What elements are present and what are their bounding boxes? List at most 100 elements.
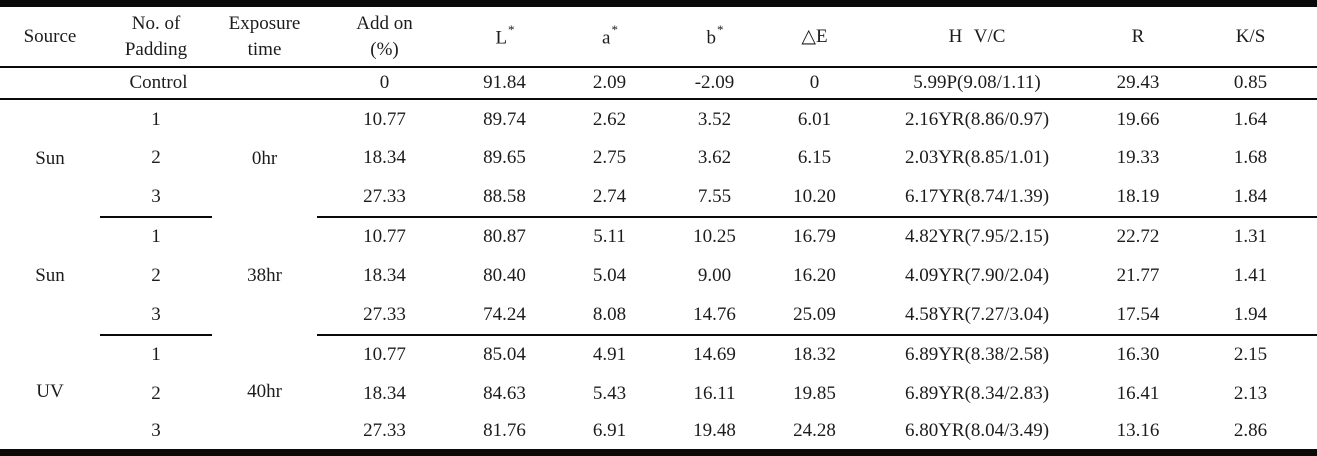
cell-delta-e: 10.20 (767, 177, 862, 219)
header-line: No. of (131, 12, 181, 34)
col-header-delta-e: △E (767, 3, 862, 69)
cell-exposure: 40hr (247, 380, 282, 402)
cell-b: 7.55 (662, 177, 767, 219)
cell-b: 3.52 (697, 108, 732, 130)
cell-addon: 0 (317, 67, 452, 101)
cell-a: 5.04 (592, 264, 627, 286)
col-header-exposure-time: Exposure time (212, 3, 317, 69)
cell-hvc: 6.89YR(8.38/2.58) (904, 343, 1050, 365)
header-base: L (495, 27, 508, 49)
cell-exposure: 0hr (251, 147, 278, 169)
header-line: Padding (124, 38, 188, 60)
cell-delta-e: 18.32 (793, 343, 836, 365)
cell-a: 8.08 (557, 295, 662, 336)
table-row: 3 27.33 81.76 6.91 19.48 24.28 6.80YR(8.… (0, 413, 1317, 452)
cell-a: 2.62 (592, 108, 627, 130)
col-header-hvc: H V/C (862, 3, 1092, 69)
cell-addon: 27.33 (317, 295, 452, 336)
header-line: time (247, 38, 282, 60)
col-header-r: R (1092, 3, 1184, 69)
cell-l: 84.63 (483, 382, 526, 404)
cell-b: 16.11 (693, 382, 736, 404)
cell-a: 2.75 (592, 147, 627, 169)
cell-addon: 10.77 (363, 343, 406, 365)
cell-delta-e: 25.09 (767, 295, 862, 336)
cell-delta-e: 19.85 (793, 382, 836, 404)
cell-control-label: Control (0, 67, 317, 101)
cell-ks: 1.84 (1184, 177, 1317, 219)
cell-padding: 1 (151, 226, 161, 248)
cell-r: 22.72 (1116, 226, 1160, 248)
cell-ks: 1.68 (1233, 147, 1268, 169)
cell-delta-e: 16.79 (793, 226, 836, 248)
header-base: a (602, 27, 611, 49)
cell-padding: 1 (151, 343, 161, 365)
cell-b: -2.09 (662, 67, 767, 101)
cell-r: 29.43 (1092, 67, 1184, 101)
cell-r: 19.66 (1116, 108, 1160, 130)
cell-padding: 2 (151, 147, 161, 169)
cell-addon: 18.34 (363, 264, 406, 286)
cell-padding: 1 (151, 108, 161, 130)
cell-addon: 18.34 (363, 147, 406, 169)
col-header-l-star: L* (452, 3, 557, 69)
cell-ks: 1.31 (1233, 226, 1268, 248)
cell-r: 16.41 (1116, 382, 1160, 404)
cell-l: 89.74 (483, 108, 526, 130)
cell-hvc: 2.03YR(8.85/1.01) (904, 147, 1050, 169)
cell-l: 81.76 (483, 420, 526, 442)
header-line: (%) (370, 38, 399, 60)
cell-b: 9.00 (697, 264, 732, 286)
cell-hvc: 2.16YR(8.86/0.97) (904, 108, 1050, 130)
table-row: Sun 1 0hr 10.77 89.74 2.62 3.52 6.01 2.1… (0, 99, 1317, 169)
table-row: 2 18.34 80.40 5.04 9.00 16.20 4.09YR(7.9… (0, 256, 1317, 295)
cell-hvc: 4.58YR(7.27/3.04) (862, 295, 1092, 336)
cell-l: 74.24 (452, 295, 557, 336)
cell-ks: 2.13 (1233, 382, 1268, 404)
cell-exposure: 38hr (247, 264, 282, 286)
cell-source: UV (36, 380, 64, 402)
cell-padding: 3 (100, 177, 212, 219)
cell-r: 18.19 (1092, 177, 1184, 219)
header-line: Exposure (228, 12, 301, 34)
cell-hvc: 4.09YR(7.90/2.04) (904, 264, 1050, 286)
cell-padding: 2 (151, 382, 161, 404)
col-header-b-star: b* (662, 3, 767, 69)
table-row: Sun 1 38hr 10.77 80.87 5.11 10.25 16.79 … (0, 217, 1317, 286)
cell-a: 2.74 (557, 177, 662, 219)
cell-ks: 2.86 (1233, 420, 1268, 442)
asterisk-superscript: * (717, 22, 724, 38)
asterisk-superscript: * (508, 22, 515, 38)
col-header-ks: K/S (1184, 3, 1317, 69)
table-row: 3 27.33 74.24 8.08 14.76 25.09 4.58YR(7.… (0, 295, 1317, 336)
header-base: b (706, 27, 717, 49)
col-header-a-star: a* (557, 3, 662, 69)
cell-hvc: 5.99P(9.08/1.11) (862, 67, 1092, 101)
cell-delta-e: 16.20 (793, 264, 836, 286)
table-row: 2 18.34 84.63 5.43 16.11 19.85 6.89YR(8.… (0, 374, 1317, 413)
cell-addon: 27.33 (363, 420, 406, 442)
cell-a: 4.91 (592, 343, 627, 365)
cell-hvc: 6.17YR(8.74/1.39) (862, 177, 1092, 219)
cell-ks: 0.85 (1184, 67, 1317, 101)
cell-padding: 2 (151, 264, 161, 286)
table-header-row: Source No. of Padding Exposure time Add … (0, 3, 1317, 69)
cell-b: 10.25 (693, 226, 736, 248)
cell-b: 3.62 (697, 147, 732, 169)
header-line: Add on (356, 12, 413, 34)
col-header-no-of-padding: No. of Padding (100, 3, 212, 69)
cell-b: 14.76 (662, 295, 767, 336)
cell-r: 13.16 (1116, 420, 1160, 442)
cell-source: Sun (35, 264, 65, 286)
cell-addon: 10.77 (363, 108, 406, 130)
col-header-source: Source (0, 3, 100, 69)
cell-ks: 2.15 (1233, 343, 1268, 365)
cell-ks: 1.94 (1184, 295, 1317, 336)
cell-hvc: 4.82YR(7.95/2.15) (904, 226, 1050, 248)
cell-ks: 1.64 (1233, 108, 1268, 130)
cell-delta-e: 24.28 (793, 420, 836, 442)
cell-r: 21.77 (1116, 264, 1160, 286)
table-row: 2 18.34 89.65 2.75 3.62 6.15 2.03YR(8.85… (0, 139, 1317, 178)
